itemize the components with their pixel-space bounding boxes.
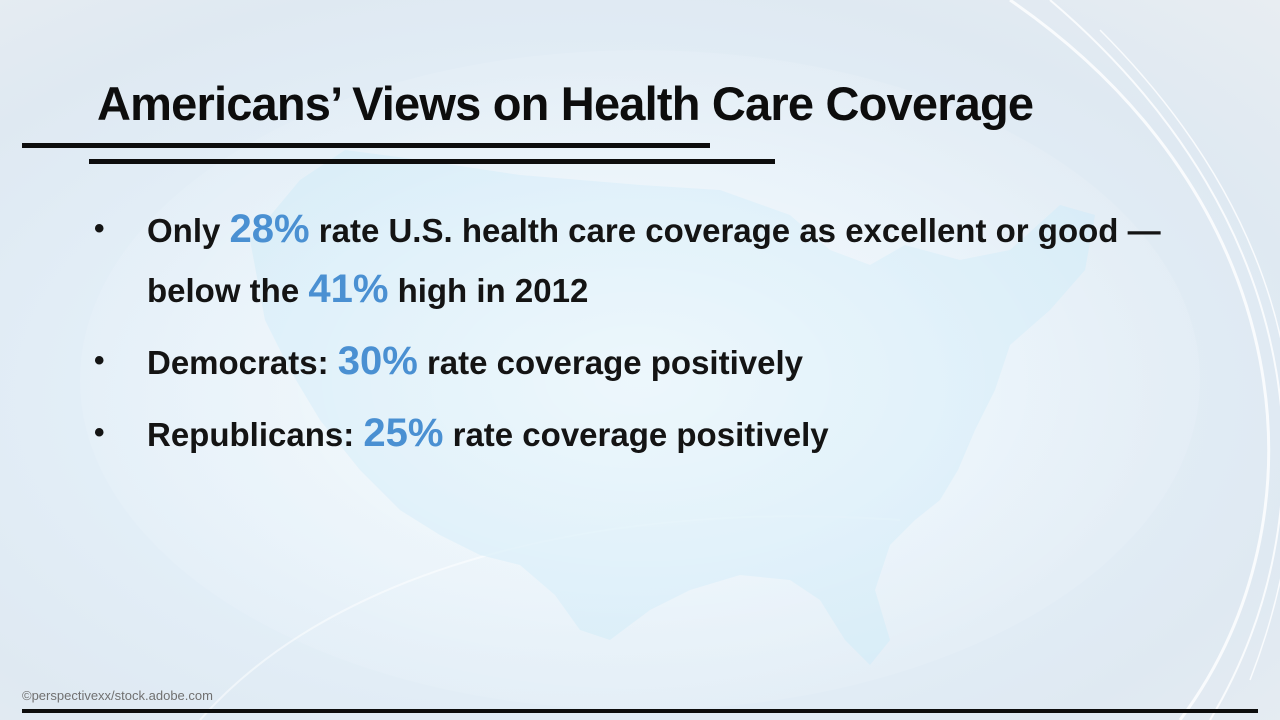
bullet-text: rate coverage positively: [443, 416, 829, 453]
bullet-text: Only: [147, 212, 230, 249]
slide-title: Americans’ Views on Health Care Coverage: [97, 77, 1034, 130]
bullet-text: high in 2012: [388, 272, 589, 309]
bullet-overall-rating: • Only 28% rate U.S. health care coverag…: [92, 200, 1212, 320]
image-credit: ©perspectivexx/stock.adobe.com: [22, 688, 213, 703]
bullet-text: rate coverage positively: [417, 344, 803, 381]
highlight-percent: 25%: [363, 411, 444, 455]
title-rule-bottom: [89, 159, 775, 164]
bullet-list: • Only 28% rate U.S. health care coverag…: [92, 200, 1212, 476]
highlight-percent: 28%: [229, 207, 310, 251]
footer-rule: [22, 709, 1258, 713]
bullet-democrats: • Democrats: 30% rate coverage positivel…: [92, 332, 1212, 392]
highlight-percent: 30%: [337, 339, 418, 383]
highlight-percent: 41%: [308, 267, 389, 311]
title-rule-top: [22, 143, 710, 148]
bullet-marker: •: [94, 212, 105, 245]
bullet-text: Republicans:: [147, 416, 364, 453]
bullet-text: rate U.S. health care coverage as excell…: [147, 212, 1161, 309]
bullet-republicans: • Republicans: 25% rate coverage positiv…: [92, 404, 1212, 464]
bullet-marker: •: [94, 416, 105, 449]
bullet-text: Democrats:: [147, 344, 338, 381]
bullet-marker: •: [94, 344, 105, 377]
